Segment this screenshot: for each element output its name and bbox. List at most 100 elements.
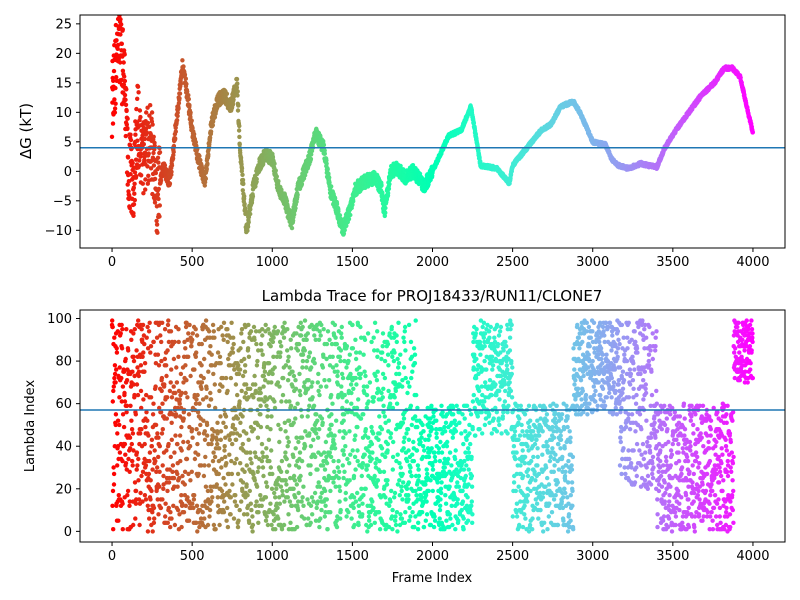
delta-g-point (141, 142, 146, 147)
lambda-point (261, 373, 266, 379)
delta-g-point (157, 203, 162, 208)
lambda-point (221, 320, 227, 325)
lambda-point (179, 424, 184, 430)
lambda-point (252, 373, 257, 379)
delta-g-point (152, 143, 157, 148)
delta-g-point (236, 128, 242, 133)
lambda-point (147, 516, 152, 521)
lambda-point (240, 441, 245, 447)
lambda-point (217, 388, 222, 394)
delta-g-point (170, 156, 176, 161)
lambda-point (146, 433, 151, 438)
lambda-point (254, 499, 259, 504)
lambda-chart-title: Lambda Trace for PROJ18433/RUN11/CLONE7 (262, 287, 603, 305)
lambda-point (127, 503, 132, 508)
lambda-point (247, 520, 252, 525)
lambda-point (176, 339, 181, 345)
delta-g-point (137, 108, 143, 113)
lambda-point (184, 378, 189, 383)
lambda-point (179, 390, 185, 396)
delta-g-point (114, 75, 119, 80)
delta-g-point (180, 58, 185, 63)
delta-g-point (322, 151, 327, 156)
lambda-point (225, 327, 230, 332)
delta-g-point (128, 132, 133, 137)
delta-g-point (112, 106, 118, 111)
lambda-point (124, 378, 130, 383)
lambda-point (153, 422, 159, 428)
delta-g-point (325, 167, 330, 172)
lambda-point (260, 333, 265, 338)
delta-g-point (143, 177, 148, 182)
delta-g-point (273, 168, 278, 173)
lambda-point (187, 444, 193, 449)
lambda-point (130, 463, 135, 468)
lambda-point (139, 327, 144, 332)
lambda-point (127, 469, 132, 474)
lambda-point (238, 346, 243, 351)
delta-g-point (154, 218, 159, 224)
lambda-point (240, 414, 245, 419)
y-tick-label: −10 (45, 224, 72, 239)
lambda-point (172, 484, 177, 489)
lambda-point (204, 422, 210, 428)
lambda-point (175, 507, 181, 513)
lambda-point (228, 375, 234, 381)
lambda-point (136, 318, 141, 323)
lambda-point (189, 344, 194, 349)
lambda-point (208, 344, 213, 349)
lambda-point (135, 463, 140, 468)
lambda-point (129, 418, 134, 423)
lambda-point (162, 382, 167, 387)
lambda-point (219, 488, 225, 494)
lambda-point (235, 471, 241, 477)
delta-g-point (276, 179, 281, 184)
lambda-point (191, 497, 197, 502)
lambda-point (232, 427, 238, 432)
delta-g-point (136, 163, 142, 169)
lambda-point (179, 493, 184, 498)
lambda-point (182, 339, 187, 345)
lambda-point (119, 399, 125, 404)
lambda-point (243, 390, 248, 396)
lambda-point (214, 437, 220, 442)
y-tick-label: 5 (64, 135, 72, 150)
lambda-point (169, 516, 174, 521)
lambda-point (255, 469, 260, 474)
delta-g-point (198, 157, 203, 163)
lambda-point (141, 397, 146, 402)
delta-g-point (124, 122, 129, 127)
lambda-point (117, 450, 123, 455)
lambda-point (177, 433, 183, 438)
delta-g-point (387, 181, 392, 187)
delta-g-point (111, 68, 117, 74)
lambda-point (260, 465, 266, 470)
delta-g-point (167, 181, 173, 186)
delta-g-point (383, 205, 388, 211)
x-tick-label: 2500 (496, 255, 529, 270)
lambda-point (173, 390, 178, 396)
lambda-point (160, 497, 165, 502)
lambda-point (157, 469, 162, 474)
lambda-point (190, 337, 195, 342)
lambda-point (227, 452, 232, 457)
lambda-point (147, 458, 152, 464)
lambda-point (129, 337, 134, 342)
lambda-point (186, 518, 192, 523)
lambda-point (213, 405, 218, 411)
delta-g-point (131, 202, 137, 207)
lambda-point (221, 510, 227, 515)
lambda-point (145, 324, 150, 330)
lambda-point (169, 395, 175, 400)
lambda-point (196, 431, 202, 436)
delta-g-point (142, 136, 148, 142)
lambda-point (137, 522, 142, 528)
delta-g-point (152, 176, 158, 182)
lambda-point (138, 388, 144, 394)
delta-g-point (241, 181, 246, 187)
lambda-point (128, 403, 133, 408)
lambda-point (259, 348, 264, 353)
lambda-point (147, 450, 153, 455)
delta-g-point (119, 22, 124, 27)
lambda-point (177, 401, 182, 406)
